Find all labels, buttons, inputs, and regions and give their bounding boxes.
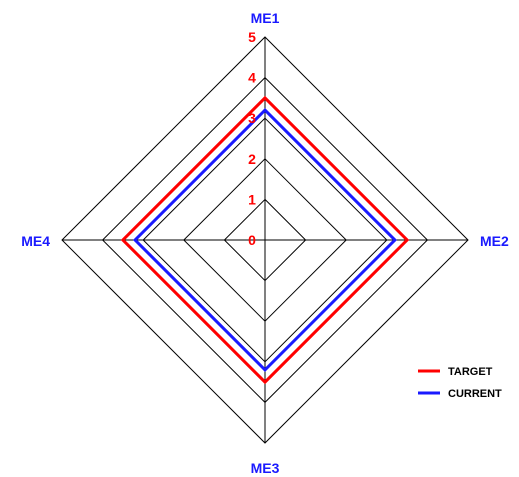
legend: TARGET CURRENT [418, 366, 502, 400]
axis-labels: ME1 ME2 ME3 ME4 [21, 10, 509, 476]
series-layer [120, 95, 410, 385]
tick-label: 0 [248, 232, 256, 248]
legend-label-current: CURRENT [448, 388, 502, 400]
legend-label-target: TARGET [448, 366, 493, 378]
series-current [132, 107, 398, 373]
tick-labels: 0 1 2 3 4 5 [248, 29, 256, 248]
tick-label: 2 [248, 151, 256, 167]
tick-label: 3 [248, 110, 256, 126]
axis-label-me3: ME3 [251, 460, 280, 476]
axis-label-me1: ME1 [251, 10, 280, 26]
axis-label-me2: ME2 [480, 233, 509, 249]
grid [61, 36, 469, 444]
tick-label: 4 [248, 70, 256, 86]
series-target [120, 95, 410, 385]
tick-label: 1 [248, 191, 256, 207]
axis-label-me4: ME4 [21, 233, 50, 249]
tick-label: 5 [248, 29, 256, 45]
